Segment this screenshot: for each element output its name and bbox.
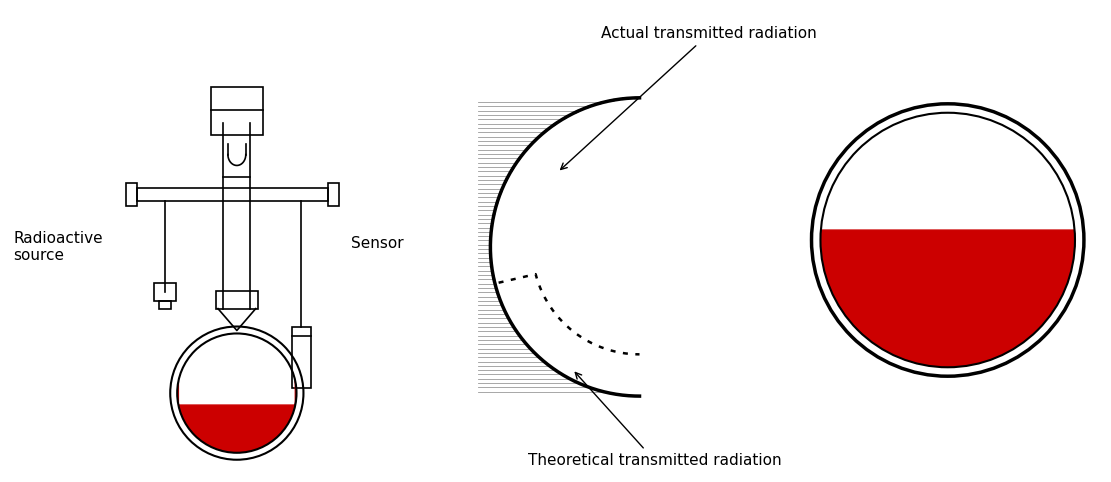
Text: Actual transmitted radiation: Actual transmitted radiation [561,26,817,170]
Bar [216,291,258,308]
Bar [291,326,311,388]
Bar [154,283,177,301]
Bar [127,183,138,206]
Polygon shape [821,230,1074,367]
Bar [138,188,329,201]
Text: Sensor: Sensor [351,237,403,252]
Text: Radioactive
source: Radioactive source [13,231,103,263]
Text: Theoretical transmitted radiation: Theoretical transmitted radiation [528,373,781,468]
Bar [329,183,339,206]
Polygon shape [177,381,297,453]
Bar [159,301,171,308]
Bar [211,87,262,134]
